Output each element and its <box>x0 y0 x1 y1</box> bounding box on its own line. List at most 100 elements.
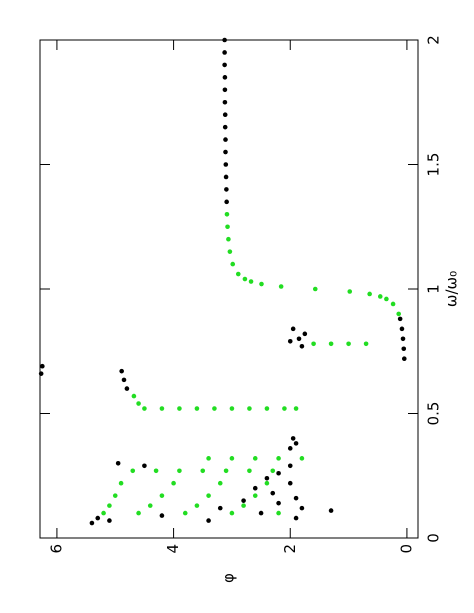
point <box>264 480 270 486</box>
point <box>248 279 254 284</box>
point <box>287 480 293 486</box>
point <box>223 468 229 474</box>
point <box>287 446 293 451</box>
point <box>278 284 284 289</box>
point <box>235 271 241 277</box>
point <box>107 503 112 508</box>
point <box>112 493 118 498</box>
rotated-plot: ω/ω₀ φ 0 0.5 1 1.5 2 0 2 4 6 <box>38 35 461 583</box>
point <box>222 75 228 80</box>
point <box>95 515 101 521</box>
point <box>206 493 211 498</box>
y-tick-label: 6 <box>47 544 65 554</box>
point <box>223 149 228 155</box>
point <box>252 485 258 491</box>
point <box>224 187 229 192</box>
point <box>142 406 147 411</box>
point <box>390 301 396 307</box>
point <box>153 468 159 474</box>
point <box>222 124 228 130</box>
point <box>38 371 44 376</box>
point <box>225 224 230 230</box>
point <box>241 498 246 503</box>
point <box>222 99 228 105</box>
point <box>293 495 299 501</box>
x-tick-label: 2 <box>425 35 443 45</box>
point <box>159 493 165 498</box>
point <box>312 286 318 292</box>
point <box>270 468 276 474</box>
point <box>229 510 235 516</box>
point <box>222 87 228 93</box>
point <box>384 296 389 302</box>
point <box>222 112 228 117</box>
point <box>142 463 147 469</box>
point <box>367 291 372 297</box>
point <box>147 503 153 508</box>
x-tick-label: 0 <box>425 533 443 543</box>
point <box>264 475 270 481</box>
point <box>212 406 217 411</box>
point <box>276 470 281 476</box>
point <box>400 336 406 342</box>
point <box>226 236 231 242</box>
point <box>131 393 137 399</box>
y-axis-title: φ <box>220 573 238 583</box>
point <box>299 456 305 461</box>
point <box>293 515 299 521</box>
point <box>396 311 401 317</box>
point <box>293 406 299 411</box>
point <box>206 518 211 523</box>
point <box>363 341 369 347</box>
point <box>401 346 407 352</box>
point <box>287 463 293 469</box>
point <box>276 500 281 506</box>
point <box>223 162 229 167</box>
x-axis-title: ω/ω₀ <box>443 271 461 307</box>
point <box>222 62 227 68</box>
x-tick-label: 1.5 <box>425 153 443 177</box>
point <box>89 520 95 526</box>
point <box>159 406 165 411</box>
point <box>258 510 264 516</box>
point <box>194 503 200 508</box>
point <box>290 326 296 332</box>
point <box>194 406 200 411</box>
point <box>118 480 124 486</box>
point <box>293 441 299 446</box>
point <box>377 294 383 299</box>
point <box>347 289 353 294</box>
point <box>276 510 281 516</box>
point <box>299 505 305 511</box>
point <box>223 137 228 142</box>
point <box>328 341 334 347</box>
y-tick-label: 0 <box>397 544 415 554</box>
point <box>276 456 281 461</box>
point <box>206 456 211 461</box>
point <box>222 50 227 55</box>
point <box>252 493 258 498</box>
x-tick-label: 0.5 <box>425 402 443 426</box>
point <box>399 326 405 332</box>
point <box>259 281 264 287</box>
point <box>136 510 141 516</box>
point <box>346 341 351 347</box>
point <box>222 37 227 43</box>
point <box>119 368 124 374</box>
point <box>287 338 293 344</box>
point <box>227 249 233 254</box>
point <box>252 456 258 461</box>
point <box>270 490 276 496</box>
point <box>290 436 296 441</box>
point <box>401 356 407 362</box>
point <box>311 341 316 347</box>
point <box>121 377 127 383</box>
point <box>171 480 176 486</box>
point <box>124 386 130 391</box>
point <box>230 261 236 267</box>
point <box>217 505 223 511</box>
point <box>223 174 229 180</box>
x-tick-label: 1 <box>425 284 443 294</box>
point <box>247 406 252 411</box>
